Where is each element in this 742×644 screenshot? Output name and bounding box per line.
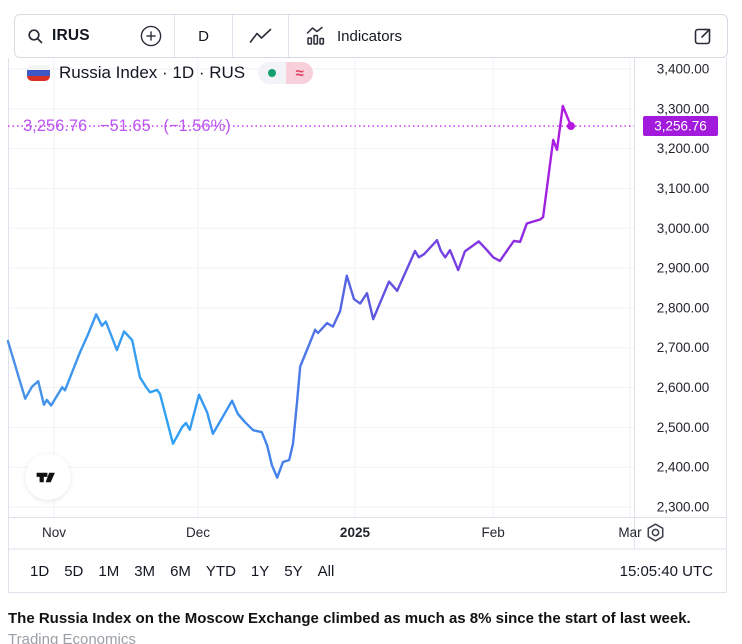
price-change-pct: (−1.56%)	[163, 117, 231, 135]
indicators-button[interactable]: Indicators	[289, 15, 419, 57]
y-axis-label: 3,100.00	[657, 181, 710, 196]
y-axis-label: 2,800.00	[657, 300, 710, 315]
range-button-1d[interactable]: 1D	[30, 562, 50, 580]
toolbar-separator	[174, 15, 175, 57]
flag-stripe-red	[27, 75, 50, 81]
russia-flag-icon	[27, 65, 50, 81]
flag-stripe-white	[27, 65, 50, 71]
y-axis-label: 3,000.00	[657, 221, 710, 236]
symbol-name: IRUS	[52, 27, 90, 44]
y-axis-label: 3,300.00	[657, 101, 710, 116]
x-axis-label: Dec	[185, 525, 211, 540]
external-link-icon	[692, 26, 713, 47]
market-open-dot-icon	[268, 69, 277, 77]
last-price: 3,256.76	[23, 117, 88, 135]
current-price-label: 3,256.76	[654, 119, 707, 134]
x-axis-label: Nov	[41, 525, 67, 540]
range-toolbar: 1D 5D 1M 3M 6M YTD 1Y 5Y All 15:05:40 UTC	[8, 549, 727, 593]
legend-title: Russia Index · 1D · RUS	[59, 63, 246, 82]
market-status-badge[interactable]: ≈	[258, 62, 314, 84]
price-change: −51.65	[99, 117, 151, 135]
last-price-dot	[566, 122, 575, 131]
interval-label: D	[198, 27, 209, 45]
range-button-1m[interactable]: 1M	[98, 562, 120, 580]
range-button-5d[interactable]: 5D	[64, 562, 84, 580]
search-icon	[27, 28, 44, 45]
caption: The Russia Index on the Moscow Exchange …	[8, 608, 734, 644]
price-line-series	[6, 104, 573, 479]
y-axis-label: 2,700.00	[657, 340, 710, 355]
utc-clock: 15:05:40 UTC	[619, 562, 713, 580]
x-axis-label: Feb	[481, 525, 505, 540]
chart-legend[interactable]: Russia Index · 1D · RUS ≈	[27, 62, 314, 84]
chart-style-button[interactable]	[233, 15, 288, 57]
x-axis-label: 2025	[339, 525, 370, 540]
y-axis-label: 2,500.00	[657, 420, 710, 435]
indicators-icon	[306, 26, 328, 46]
y-axis-label: 2,300.00	[657, 500, 710, 515]
toolbar-separator	[288, 15, 289, 57]
y-axis-label: 3,200.00	[657, 141, 710, 156]
range-button-5y[interactable]: 5Y	[284, 562, 303, 580]
indicators-label: Indicators	[337, 27, 403, 45]
chart-toolbar: IRUS D	[14, 14, 728, 58]
approx-price-segment: ≈	[286, 62, 314, 84]
compare-add-icon[interactable]	[140, 25, 162, 47]
y-axis-label: 2,400.00	[657, 460, 710, 475]
x-axis-label: Mar	[618, 525, 642, 540]
range-button-all[interactable]: All	[317, 562, 335, 580]
line-chart-icon	[249, 28, 272, 44]
caption-source: Trading Economics	[8, 631, 136, 644]
y-axis-label: 2,600.00	[657, 380, 710, 395]
time-axis[interactable]: Nov Dec 2025 Feb Mar	[8, 517, 727, 549]
range-button-ytd[interactable]: YTD	[205, 562, 236, 580]
market-open-segment	[258, 62, 287, 84]
y-axis-label: 2,900.00	[657, 261, 710, 276]
interval-button[interactable]: D	[175, 15, 232, 57]
tv-logo-icon	[36, 472, 55, 482]
tradingview-logo[interactable]	[25, 454, 71, 500]
flag-stripe-blue	[27, 70, 50, 76]
price-chart[interactable]: 3,400.00 3,300.00 3,200.00 3,100.00 3,000.00…	[0, 0, 742, 593]
symbol-search[interactable]: IRUS	[15, 15, 174, 57]
caption-text: The Russia Index on the Moscow Exchange …	[8, 610, 691, 627]
price-readout: 3,256.76 −51.65 (−1.56%)	[23, 117, 239, 136]
toolbar-separator	[232, 15, 233, 57]
y-axis-label: 3,400.00	[657, 62, 710, 77]
range-button-6m[interactable]: 6M	[170, 562, 191, 580]
range-button-3m[interactable]: 3M	[134, 562, 156, 580]
open-external-button[interactable]	[692, 15, 727, 57]
axis-settings-gear-icon[interactable]	[644, 521, 667, 544]
range-button-1y[interactable]: 1Y	[250, 562, 270, 580]
